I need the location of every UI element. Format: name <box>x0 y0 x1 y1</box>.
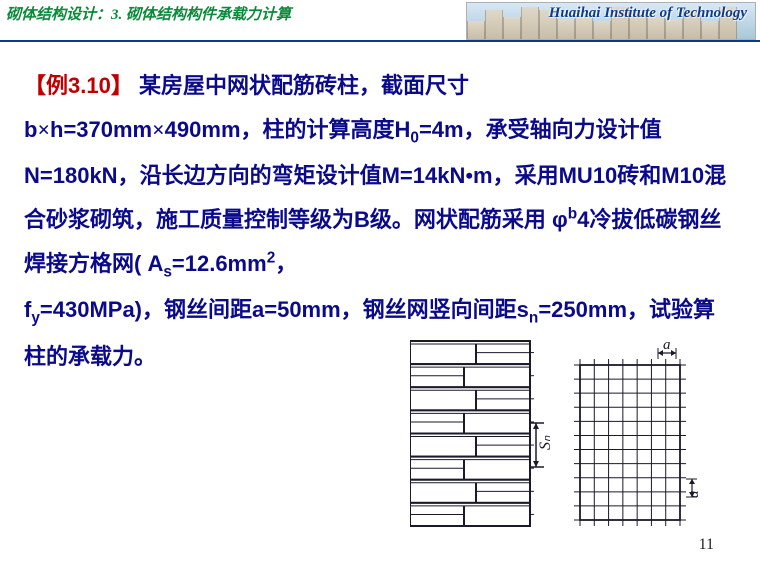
problem-body: 某房屋中网状配筋砖柱，截面尺寸b×h=370mm×490mm，柱的计算高度H0=… <box>24 73 726 369</box>
banner-image: Huaihai Institute of Technology <box>466 2 756 40</box>
problem-text: 【例3.10】 某房屋中网状配筋砖柱，截面尺寸b×h=370mm×490mm，柱… <box>24 64 736 379</box>
page-number: 11 <box>699 536 714 554</box>
figure-svg: Sₙ a a <box>410 335 730 535</box>
svg-text:a: a <box>686 491 702 499</box>
chapter-title: 砌体结构设计：3. 砌体结构构件承载力计算 <box>6 3 291 24</box>
institute-name: Huaihai Institute of Technology <box>549 5 747 22</box>
slide-header: 砌体结构设计：3. 砌体结构构件承载力计算 Huaihai Institute … <box>0 0 760 42</box>
svg-text:Sₙ: Sₙ <box>537 435 554 450</box>
svg-text:a: a <box>663 337 671 353</box>
figures: Sₙ a a <box>410 335 730 535</box>
example-label: 【例3.10】 <box>24 73 133 98</box>
